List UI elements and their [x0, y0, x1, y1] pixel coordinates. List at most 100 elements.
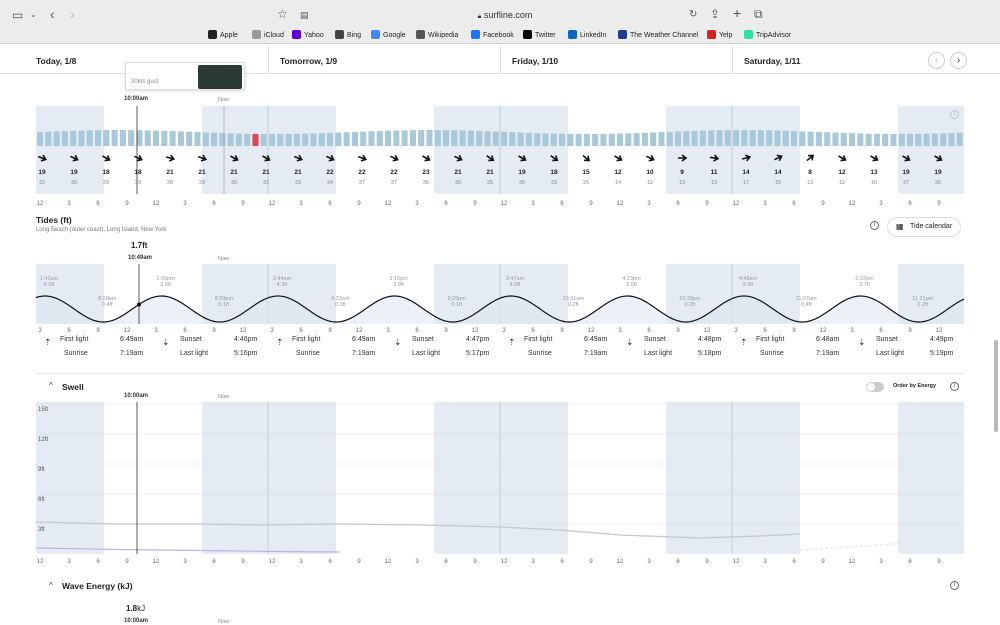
now-label: Now — [218, 619, 230, 625]
swell-tertiary-line — [799, 537, 965, 551]
bookmark-google[interactable]: Google — [371, 30, 406, 41]
bookmark-linkedin[interactable]: LinkedIn — [568, 30, 606, 41]
wind-bar — [782, 130, 789, 146]
wind-gust: 28 — [167, 180, 173, 186]
wind-gust: 30 — [455, 180, 461, 186]
night-band — [36, 402, 104, 554]
tides-location: Long Beach (outer coast), Long Island, N… — [36, 227, 167, 233]
swell-hour-tick: 6 — [212, 559, 216, 565]
wind-gust: 29 — [103, 180, 109, 186]
wind-bar — [476, 130, 483, 146]
wind-bar — [915, 133, 922, 146]
wind-arrow-shape — [614, 155, 623, 162]
scrollbar[interactable] — [994, 340, 998, 432]
wind-bar — [815, 131, 822, 146]
wind-gust: 37 — [359, 180, 365, 186]
tide-extreme-time: 3:15pm — [389, 276, 408, 282]
wind-bar — [749, 130, 756, 146]
bookmark-twitter[interactable]: Twitter — [523, 30, 556, 41]
forward-icon[interactable]: › — [70, 6, 75, 22]
wind-hour-tick: 12 — [849, 201, 856, 207]
tide-calendar-button[interactable]: ▦ Tide calendar — [887, 217, 962, 237]
lock-icon: 🔒︎ — [477, 13, 482, 20]
wind-bar — [716, 130, 723, 146]
first-light-label: First light — [292, 336, 321, 343]
tides-info-icon[interactable]: i — [870, 221, 879, 230]
wind-chart: 1932193018291829212821292130213121332234… — [36, 106, 964, 207]
wind-bar — [111, 130, 118, 146]
tide-extreme-height: 3.9ft — [393, 282, 404, 288]
now-label: Now — [218, 394, 230, 400]
wind-bar — [948, 132, 955, 146]
wind-bar — [542, 133, 549, 146]
bookmark-wikipedia[interactable]: Wikipedia — [416, 30, 458, 41]
wind-speed: 19 — [518, 169, 526, 176]
swell-hour-tick: 12 — [849, 559, 856, 565]
wind-gust: 13 — [679, 180, 685, 186]
chevron-down-icon[interactable]: ⌄ — [30, 10, 37, 19]
wind-speed: 19 — [902, 169, 910, 176]
last-light-time: 5:16pm — [234, 350, 258, 357]
wind-arrow-icon — [326, 154, 335, 162]
tide-hour-tick: 6 — [763, 328, 767, 334]
collapse-wave-energy-icon[interactable]: ^ — [49, 581, 53, 590]
star-icon[interactable]: ☆ — [277, 7, 288, 21]
tide-hour-tick: 3 — [270, 328, 274, 334]
new-tab-icon[interactable]: + — [733, 5, 742, 21]
icloud-icon — [252, 30, 261, 39]
wind-bar — [194, 132, 201, 146]
bookmark-the-weather-channel[interactable]: The Weather Channel — [618, 30, 698, 41]
tide-line — [35, 295, 965, 323]
wind-arrow-shape — [806, 154, 815, 162]
wind-gust: 37 — [391, 180, 397, 186]
wind-arrow-shape — [454, 154, 463, 162]
bookmark-bing[interactable]: Bing — [335, 30, 361, 41]
tide-extreme-time: 10:31am — [563, 296, 585, 302]
wind-hour-tick: 9 — [241, 201, 245, 207]
bookmark-icloud[interactable]: iCloud — [252, 30, 284, 41]
wind-hour-tick: 3 — [647, 201, 651, 207]
wind-speed: 11 — [711, 169, 718, 176]
order-by-energy-toggle[interactable] — [866, 382, 884, 392]
bookmark-tripadvisor[interactable]: TripAdvisor — [744, 30, 791, 41]
bookmark-label: iCloud — [264, 32, 284, 39]
reload-icon[interactable]: ↻ — [689, 9, 698, 20]
wind-gust: 35 — [519, 180, 525, 186]
wave-energy-info-icon[interactable]: i — [950, 581, 959, 590]
tabs-overview-icon[interactable]: ⧉ — [754, 7, 763, 21]
swell-info-icon[interactable]: i — [950, 382, 959, 391]
collapse-swell-icon[interactable]: ^ — [49, 381, 53, 390]
bookmark-label: Facebook — [483, 32, 514, 39]
back-icon[interactable]: ‹ — [50, 6, 55, 22]
sunrise-time: 7:19am — [584, 350, 608, 357]
address-bar[interactable]: 🔒︎ surfline.com — [300, 6, 710, 24]
wind-bar — [708, 130, 715, 146]
night-band — [434, 402, 568, 554]
wind-arrow-shape — [838, 155, 847, 162]
wind-gust: 25 — [583, 180, 589, 186]
swell-hour-tick: 12 — [269, 559, 276, 565]
last-light-label: Last light — [180, 350, 209, 357]
swell-hour-tick: 6 — [792, 559, 796, 565]
sidebar-icon[interactable]: ▭ — [12, 8, 24, 22]
wind-bar — [733, 130, 740, 146]
tide-hour-tick: 9 — [444, 328, 448, 334]
tide-extreme-height: 0.1ft — [218, 302, 229, 308]
sunrise-time: 7:19am — [816, 350, 840, 357]
wind-arrow-shape — [582, 154, 591, 162]
wind-arrow-shape — [37, 154, 48, 162]
bookmark-apple[interactable]: Apple — [208, 30, 238, 41]
next-days-button[interactable]: › — [950, 52, 967, 69]
bookmark-facebook[interactable]: Facebook — [471, 30, 514, 41]
share-icon[interactable]: ⇪ — [710, 7, 721, 21]
reader-icon[interactable]: ▤ — [300, 10, 309, 20]
wind-arrow-shape — [870, 155, 879, 162]
bookmark-yahoo[interactable]: Yahoo — [292, 30, 324, 41]
wind-arrow-icon — [454, 154, 463, 162]
night-band — [202, 402, 336, 554]
prev-days-button[interactable]: ‹ — [928, 52, 945, 69]
tide-hour-tick: 12 — [124, 328, 131, 334]
bookmark-yelp[interactable]: Yelp — [707, 30, 732, 41]
wind-bar — [873, 133, 880, 146]
wind-hour-tick: 6 — [792, 201, 796, 207]
